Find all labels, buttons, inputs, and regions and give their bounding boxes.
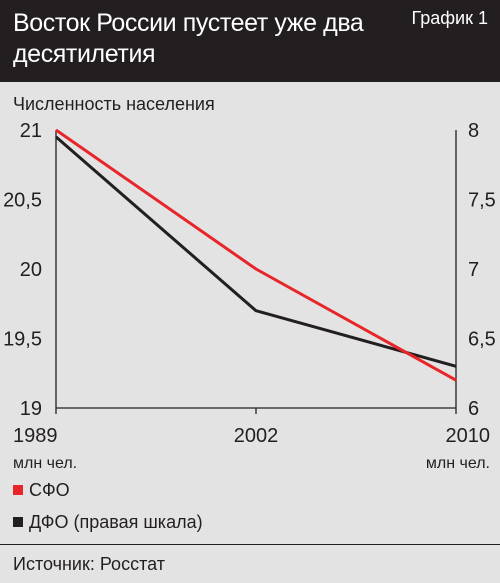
right-tick-label: 6 — [468, 398, 479, 420]
right-tick-label: 7 — [468, 259, 479, 281]
left-axis-ticks: 21 20,5 20 19,5 19 — [3, 120, 42, 420]
left-tick-label: 19,5 — [3, 329, 42, 351]
x-tick-label: 1989 — [13, 425, 58, 447]
right-axis-unit: млн чел. — [426, 455, 490, 472]
left-tick-label: 20,5 — [3, 190, 42, 212]
chart-header: Восток России пустеет уже два десятилети… — [0, 0, 500, 82]
legend-swatch-sfo — [13, 485, 23, 496]
right-tick-label: 6,5 — [468, 329, 496, 351]
left-tick-label: 20 — [20, 259, 42, 281]
left-axis-unit: млн чел. — [13, 455, 77, 472]
right-tick-label: 7,5 — [468, 190, 496, 212]
right-tick-label: 8 — [468, 120, 479, 142]
x-axis-ticks: 1989 2002 2010 — [13, 408, 490, 447]
legend-swatch-dfo — [13, 517, 23, 528]
chart-number-label: График 1 — [411, 8, 488, 28]
x-tick-label: 2002 — [234, 425, 279, 447]
chart-title: Восток России пустеет уже два десятилети… — [13, 9, 364, 68]
source-text: Источник: Росстат — [13, 554, 165, 574]
legend-item-sfo: СФО — [13, 480, 70, 501]
left-tick-label: 19 — [20, 398, 42, 420]
y-axis-label: Численность населения — [13, 94, 215, 114]
source-footer: Источник: Росстат — [0, 544, 500, 583]
legend-item-dfo: ДФО (правая шкала) — [13, 512, 203, 533]
left-tick-label: 21 — [20, 120, 42, 142]
x-tick-label: 2010 — [446, 425, 491, 447]
legend-label-dfo: ДФО (правая шкала) — [29, 512, 203, 532]
series-line-sfo — [55, 128, 457, 382]
right-axis-ticks: 8 7,5 7 6,5 6 — [468, 120, 496, 420]
legend-label-sfo: СФО — [29, 480, 70, 500]
series-lines — [55, 128, 457, 382]
line-chart: Численность населения 21 20,5 20 19,5 19 8 7,… — [3, 94, 496, 472]
series-line-dfo — [55, 135, 457, 368]
